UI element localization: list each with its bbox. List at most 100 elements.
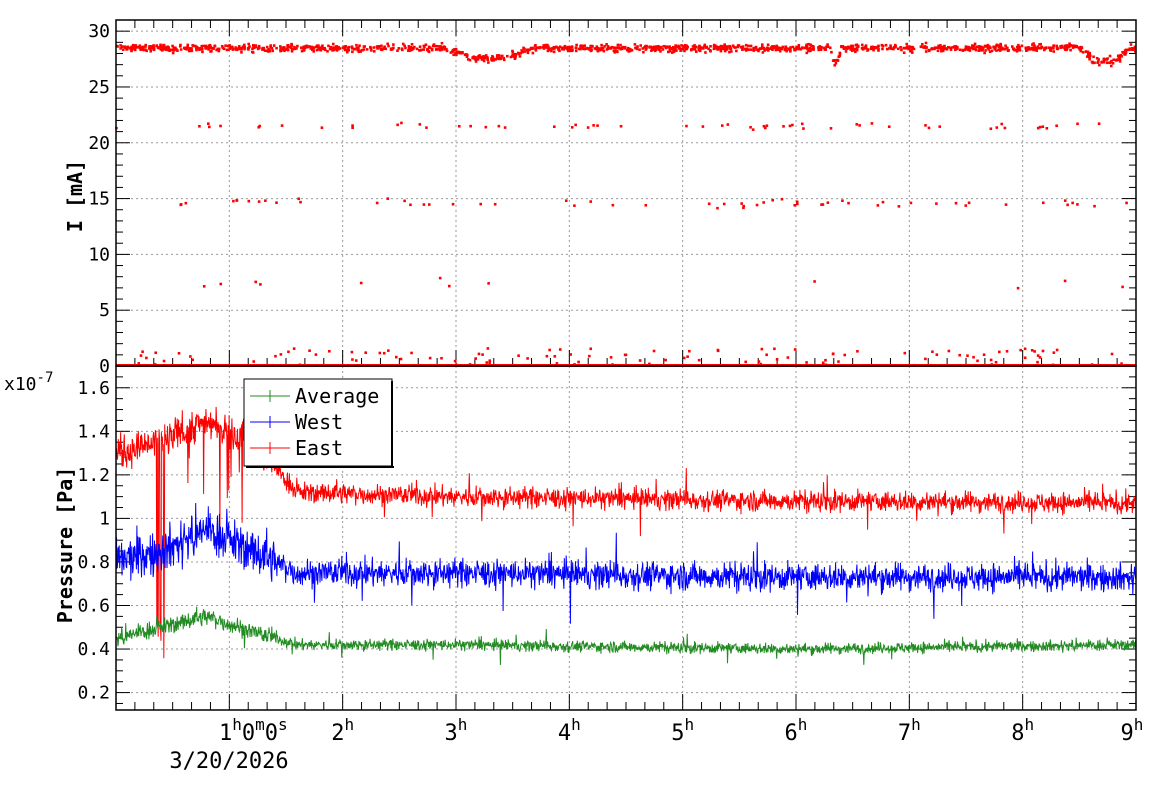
current-point bbox=[577, 360, 580, 364]
current-point bbox=[755, 203, 759, 207]
current-point bbox=[478, 54, 481, 57]
current-point bbox=[282, 48, 286, 52]
current-point bbox=[620, 47, 624, 50]
current-point bbox=[938, 125, 942, 128]
current-point bbox=[254, 44, 257, 47]
current-point bbox=[1006, 46, 1009, 50]
current-point bbox=[300, 46, 303, 49]
current-point bbox=[530, 47, 534, 50]
current-point bbox=[1080, 46, 1084, 50]
current-point bbox=[1025, 49, 1028, 53]
current-point bbox=[423, 45, 426, 49]
current-point bbox=[382, 351, 386, 355]
current-point bbox=[626, 48, 630, 52]
current-point bbox=[380, 48, 383, 51]
current-point bbox=[424, 43, 428, 47]
current-point bbox=[749, 48, 753, 51]
current-point bbox=[864, 45, 867, 49]
current-point bbox=[821, 361, 825, 365]
current-point bbox=[167, 46, 171, 49]
current-point bbox=[1102, 57, 1106, 61]
current-point bbox=[359, 49, 362, 53]
current-point bbox=[177, 351, 181, 355]
current-point bbox=[723, 49, 727, 53]
current-point bbox=[667, 50, 670, 54]
current-point bbox=[1086, 55, 1089, 58]
current-point bbox=[328, 349, 331, 353]
current-point bbox=[778, 47, 781, 51]
current-point bbox=[741, 45, 745, 49]
current-point bbox=[563, 44, 567, 48]
current-point bbox=[741, 48, 744, 51]
x-tick-label-hour: 5 bbox=[671, 721, 684, 746]
current-point bbox=[751, 128, 755, 131]
current-point bbox=[664, 358, 667, 362]
current-point bbox=[570, 126, 574, 129]
current-point bbox=[786, 356, 790, 359]
current-point bbox=[465, 53, 468, 56]
current-point bbox=[500, 54, 504, 58]
current-point bbox=[247, 199, 251, 203]
current-point bbox=[356, 48, 359, 52]
current-point bbox=[240, 46, 243, 50]
current-point bbox=[121, 48, 125, 51]
current-point bbox=[502, 58, 506, 62]
current-point bbox=[650, 47, 654, 51]
current-point bbox=[320, 126, 324, 129]
current-point bbox=[997, 44, 1001, 47]
current-point bbox=[995, 126, 999, 129]
current-point bbox=[1051, 46, 1055, 50]
current-point bbox=[780, 197, 784, 201]
y-scale-exponent: -7 bbox=[37, 370, 54, 386]
current-point bbox=[977, 49, 981, 52]
current-point bbox=[173, 46, 177, 50]
current-point bbox=[999, 47, 1003, 51]
current-point bbox=[1063, 199, 1067, 202]
current-point bbox=[149, 49, 153, 53]
current-point bbox=[795, 200, 799, 204]
current-point bbox=[731, 44, 735, 48]
current-point bbox=[648, 362, 651, 366]
current-point bbox=[946, 45, 950, 49]
current-point bbox=[1056, 47, 1059, 50]
current-point bbox=[899, 46, 902, 49]
current-point bbox=[924, 41, 928, 45]
current-point bbox=[123, 45, 127, 49]
current-point bbox=[141, 47, 145, 51]
current-point bbox=[482, 55, 485, 58]
current-point bbox=[596, 124, 599, 127]
current-point bbox=[825, 45, 828, 49]
current-point bbox=[172, 46, 175, 49]
current-point bbox=[1076, 122, 1079, 126]
current-point bbox=[589, 347, 593, 351]
current-point bbox=[613, 49, 617, 53]
current-point bbox=[1037, 46, 1040, 50]
current-point bbox=[953, 45, 956, 48]
pressure-series-west bbox=[115, 502, 1137, 624]
current-point bbox=[668, 49, 672, 53]
current-point bbox=[843, 47, 846, 51]
current-point bbox=[924, 357, 927, 361]
y-tick-label: 30 bbox=[88, 21, 110, 42]
current-point bbox=[386, 197, 390, 200]
x-tick-label-hour: 6 bbox=[785, 721, 798, 746]
current-point bbox=[566, 45, 570, 49]
current-point bbox=[372, 50, 376, 53]
current-point bbox=[824, 48, 828, 51]
current-point bbox=[947, 349, 951, 353]
current-point bbox=[800, 46, 804, 50]
current-point bbox=[964, 204, 968, 207]
current-point bbox=[346, 46, 350, 50]
x-tick-label: 6h bbox=[785, 715, 808, 746]
current-point bbox=[234, 46, 237, 49]
current-point bbox=[136, 46, 139, 49]
current-point bbox=[195, 45, 199, 49]
current-point bbox=[843, 353, 847, 357]
current-point bbox=[876, 204, 880, 207]
current-point bbox=[542, 44, 546, 47]
current-point bbox=[766, 43, 770, 47]
current-point bbox=[703, 45, 706, 48]
current-point bbox=[820, 45, 823, 49]
current-point bbox=[1032, 48, 1035, 52]
current-point bbox=[126, 45, 130, 49]
